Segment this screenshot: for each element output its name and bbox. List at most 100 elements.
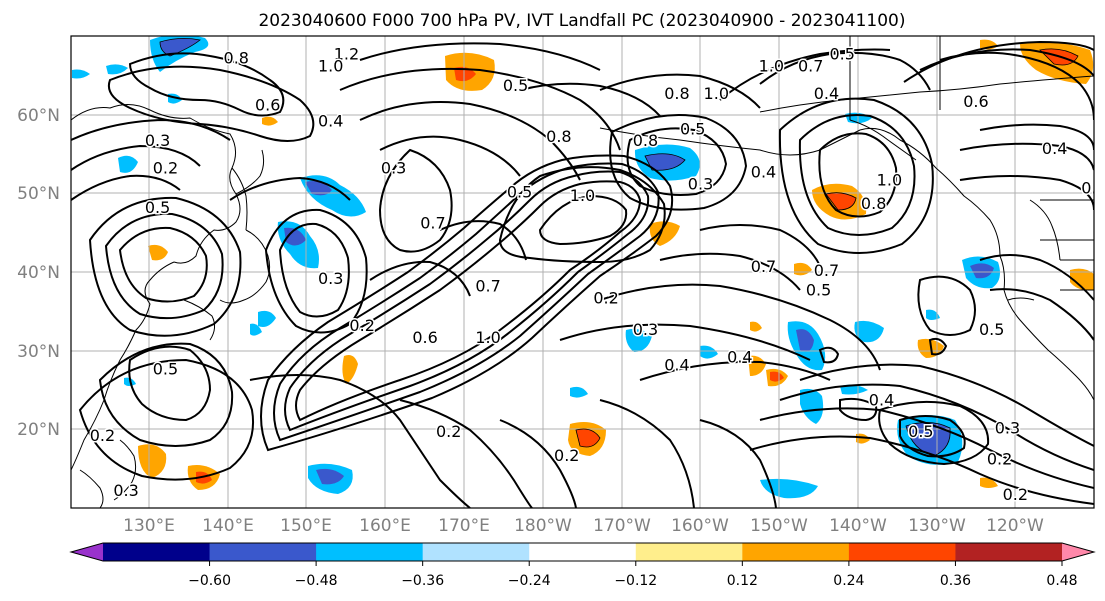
contour-label: 0.2 [153, 159, 178, 178]
lon-label: 130°E [123, 516, 175, 536]
negative-anomaly [970, 263, 994, 279]
contour-label: 1.0 [704, 84, 729, 103]
contour-label: 0.8 [633, 131, 658, 150]
contour-label: 0.5 [680, 119, 705, 138]
contour-label: 0.5 [145, 198, 170, 217]
contour-label: 0.4 [318, 111, 343, 130]
lat-label: 50°N [17, 184, 60, 204]
negative-anomaly [72, 69, 90, 79]
lon-label: 180°W [514, 516, 572, 536]
negative-anomaly [796, 329, 814, 352]
colorbar-tick-label: −0.48 [295, 573, 338, 589]
pv-contours [71, 40, 1094, 508]
contour-label: 0.3 [318, 269, 343, 288]
colorbar-segment [209, 543, 317, 561]
contour-label: 0.5 [503, 76, 528, 95]
contour-label: 0.7 [420, 214, 445, 233]
lon-label: 150°W [750, 516, 808, 536]
contour-label: 1.0 [318, 56, 343, 75]
colorbar-tick-label: −0.12 [614, 573, 657, 589]
positive-anomaly [748, 355, 766, 376]
anomaly-outlines [159, 38, 1079, 457]
colorbar-tick-label: −0.36 [401, 573, 444, 589]
contour-label: 0.4 [727, 347, 752, 366]
lat-axis: 60°N 50°N 40°N 30°N 20°N [17, 106, 60, 440]
contour-label: 0.4 [814, 84, 839, 103]
negative-anomaly [700, 345, 718, 359]
colorbar-tick-label: 0.24 [833, 573, 864, 589]
lat-label: 40°N [17, 263, 60, 283]
contour-label: 0.4 [751, 163, 776, 182]
positive-anomaly [1070, 268, 1094, 291]
positive-anomaly [138, 444, 167, 478]
negative-anomaly [106, 64, 128, 75]
positive-anomaly [576, 429, 600, 447]
colorbar: −0.60 −0.48 −0.36 −0.24 −0.12 0.12 0.24 0.36 0.4… [69, 542, 1096, 589]
contour-label: 1.0 [759, 56, 784, 75]
lon-label: 140°W [829, 516, 887, 536]
negative-anomaly [570, 386, 588, 398]
colorbar-segment [316, 543, 424, 561]
map-area: 0.8 1.21.00.60.40.30.2 0.30.50.70.30.20.50… [70, 35, 1095, 509]
contour-label: 0.8 [224, 49, 249, 68]
contour-label: 1.0 [570, 186, 595, 205]
negative-anomaly [258, 310, 276, 327]
contour-label: 0.8 [546, 127, 571, 146]
negative-anomaly [160, 38, 200, 56]
colorbar-segment [422, 543, 530, 561]
colorbar-segment [635, 543, 743, 561]
contour-labels: 0.8 1.21.00.60.40.30.2 0.30.50.70.30.20.50… [88, 43, 1094, 506]
contour-label: 0.4 [664, 355, 689, 374]
contour-label: 0.5 [806, 281, 831, 300]
lat-label: 20°N [17, 420, 60, 440]
contour-label: 0.3 [113, 481, 138, 500]
lon-label: 160°W [671, 516, 729, 536]
negative-anomaly [118, 155, 138, 173]
lon-label: 120°W [986, 516, 1044, 536]
lon-label: 140°E [202, 516, 254, 536]
contour-label: 0.2 [1003, 485, 1028, 504]
positive-anomaly [980, 477, 998, 488]
contour-label: 0.3 [688, 174, 713, 193]
contour-label: 0.6 [963, 92, 988, 111]
contour-label: 0.5 [507, 182, 532, 201]
lon-label: 160°E [359, 516, 411, 536]
lon-label: 130°W [908, 516, 966, 536]
contour-label: 0.7 [814, 261, 839, 280]
colorbar-tick-label: 0.48 [1046, 573, 1077, 589]
positive-anomaly [750, 321, 762, 332]
lon-label: 170°E [438, 516, 490, 536]
positive-anomaly [342, 355, 358, 384]
positive-anomaly [856, 433, 870, 444]
positive-anomaly [826, 192, 856, 210]
colorbar-extend-high [1062, 543, 1094, 561]
colorbar-segment [103, 543, 211, 561]
contour-label: 1.0 [475, 328, 500, 347]
contour-label: 0.8 [664, 84, 689, 103]
negative-anomaly [906, 422, 951, 456]
contour-label: 0.8 [861, 194, 886, 213]
colorbar-tick-label: 0.36 [940, 573, 971, 589]
coastlines [71, 36, 1094, 508]
negative-anomaly [840, 384, 868, 395]
contour-label: 0.7 [751, 257, 776, 276]
colorbar-tick-label: 0.12 [727, 573, 758, 589]
colorbar-segment [742, 543, 850, 561]
contour-label: 0.2 [987, 450, 1012, 469]
colorbar-segment [955, 543, 1063, 561]
colorbar-extend-low [71, 543, 103, 561]
negative-anomaly [625, 328, 652, 352]
lon-axis: 130°E 140°E 150°E 160°E 170°E 180°W 170°… [123, 516, 1044, 536]
lon-label: 150°E [280, 516, 332, 536]
contour-label: 0.5 [908, 422, 933, 441]
contour-label: 0.7 [475, 277, 500, 296]
contour-label: 0.3 [633, 320, 658, 339]
colorbar-tick-label: −0.24 [508, 573, 551, 589]
contour-label: 0.3 [995, 418, 1020, 437]
negative-anomaly [250, 323, 262, 336]
positive-anomaly [454, 66, 476, 82]
positive-anomaly [770, 371, 784, 382]
contour-label: 0.5 [979, 320, 1004, 339]
contour-label: 0.3 [381, 159, 406, 178]
